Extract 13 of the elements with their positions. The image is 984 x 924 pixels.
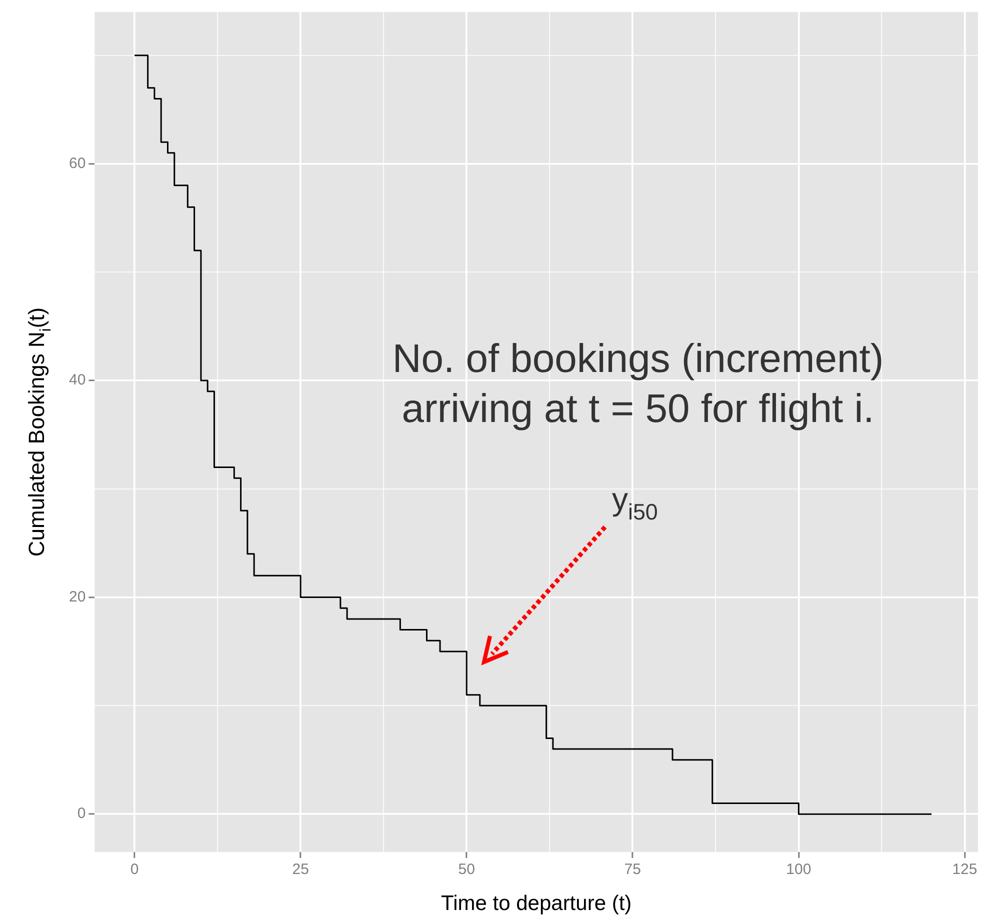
y-tick-label: 60 [68,154,86,172]
x-tick-label: 100 [786,861,812,878]
x-tick-label: 50 [458,861,475,878]
x-axis-title: Time to departure (t) [441,892,632,915]
y-tick-label: 0 [77,805,86,822]
x-tick-label: 75 [624,861,641,878]
y-tick-label: 20 [68,588,86,606]
y-axis-title: Cumulated Bookings Ni(t) [24,307,55,557]
y-tick-label: 40 [68,372,86,389]
annotation: No. of bookings (increment) arriving at t = 50 for flight i. [392,337,884,431]
x-tick-label: 25 [292,861,309,878]
x-tick-label: 0 [130,861,139,878]
x-tick-label: 125 [952,861,978,878]
